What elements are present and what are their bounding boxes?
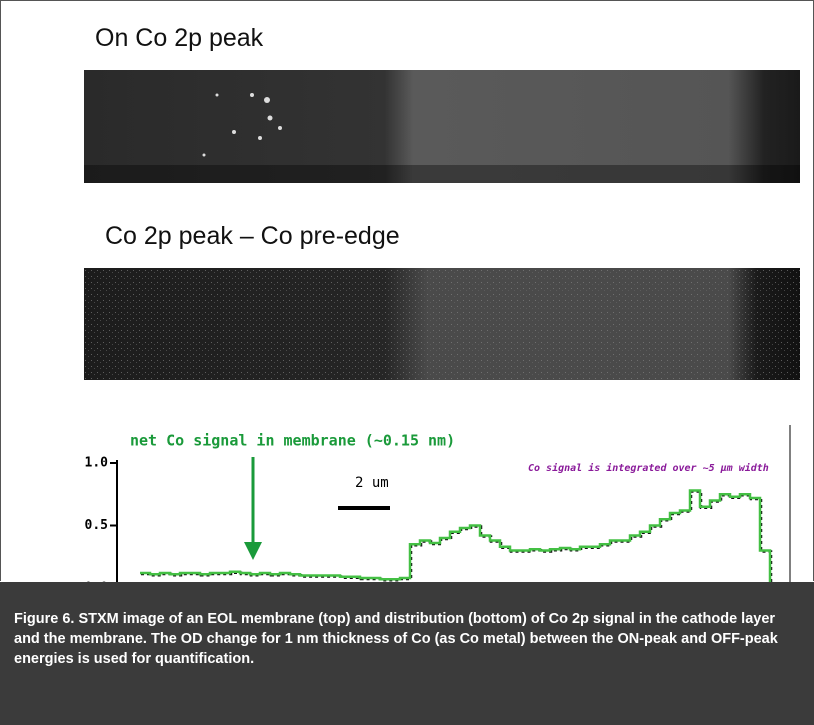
scale-bar-label: 2 um	[355, 475, 389, 491]
y-tick-label: 1.0	[85, 456, 109, 471]
chart: net Co signal in membrane (~0.15 nm) 2 u…	[0, 420, 814, 595]
stxm-image	[84, 70, 800, 183]
y-tick-label: 0.5	[85, 518, 108, 533]
arrow-head	[244, 542, 262, 560]
caption-band: Figure 6. STXM image of an EOL membrane …	[0, 582, 814, 725]
annotation: net Co signal in membrane (~0.15 nm)	[130, 432, 455, 450]
data-line	[140, 491, 790, 589]
data-line	[141, 492, 791, 590]
caption: Figure 6. STXM image of an EOL membrane …	[14, 609, 804, 669]
figure: On Co 2p peak Co 2p peak – Co pre-edge	[0, 0, 814, 725]
panel-title: Co 2p peak – Co pre-edge	[105, 222, 400, 251]
annotation: Co signal is integrated over ~5 μm width	[528, 462, 769, 474]
panel-title: On Co 2p peak	[95, 24, 263, 53]
stxm-image	[84, 268, 800, 380]
